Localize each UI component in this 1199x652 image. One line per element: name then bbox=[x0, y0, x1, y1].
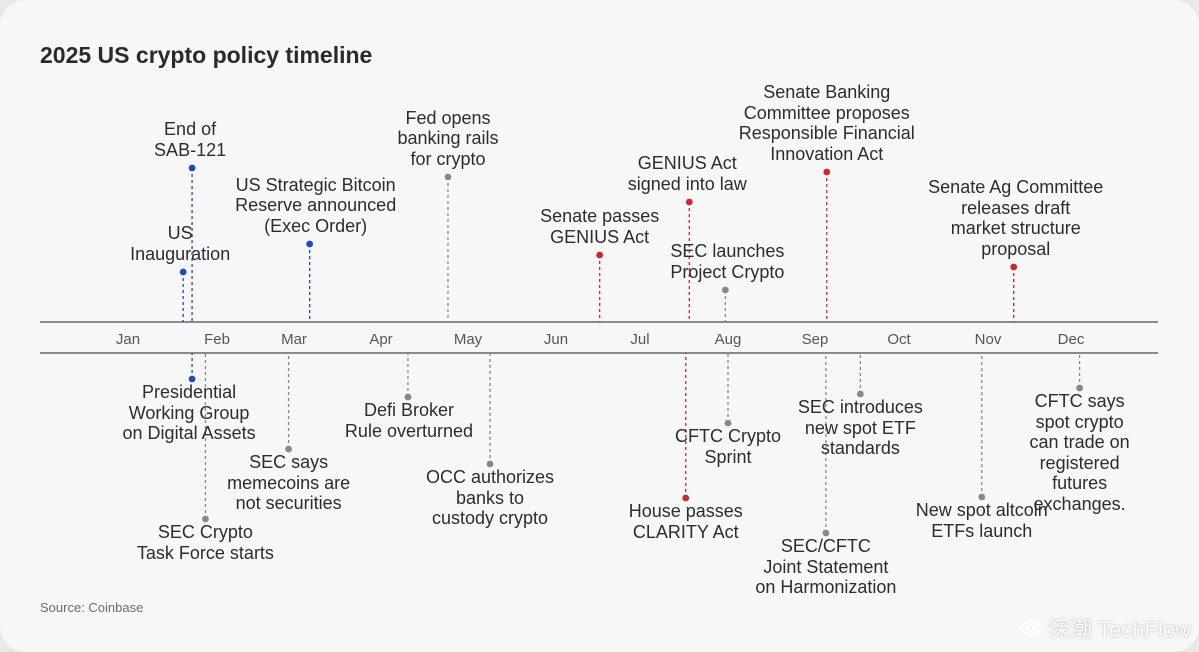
event-dot bbox=[179, 268, 187, 276]
event-label: Senate Ag Committee releases draft marke… bbox=[928, 177, 1104, 259]
event-label: SEC Crypto Task Force starts bbox=[136, 522, 274, 563]
event-dot bbox=[721, 286, 729, 294]
event-label: Presidential Working Group on Digital As… bbox=[122, 382, 256, 443]
watermark: 深潮 TechFlow bbox=[1018, 612, 1191, 644]
event-dot bbox=[188, 375, 196, 383]
month-label-oct: Oct bbox=[887, 331, 911, 348]
event-dot bbox=[822, 529, 830, 537]
event-dot bbox=[285, 445, 293, 453]
event-dot bbox=[1076, 384, 1083, 392]
event-label: Senate Banking Committee proposes Respon… bbox=[738, 82, 915, 164]
event-dot bbox=[486, 460, 494, 468]
event-label: CFTC says spot crypto can trade on regis… bbox=[1029, 391, 1130, 514]
event-label: GENIUS Act signed into law bbox=[627, 153, 747, 194]
month-label-may: May bbox=[453, 331, 483, 348]
event-dot bbox=[306, 240, 314, 248]
event-dot bbox=[202, 515, 209, 523]
event-dot bbox=[856, 390, 864, 398]
month-label-jun: Jun bbox=[543, 331, 569, 348]
event-dot bbox=[596, 251, 604, 259]
event-dot bbox=[404, 393, 412, 401]
month-label-jul: Jul bbox=[630, 331, 650, 348]
event-dot bbox=[188, 164, 196, 172]
event-dot bbox=[978, 493, 986, 501]
event-label: Senate passes GENIUS Act bbox=[540, 206, 660, 247]
event-label: OCC authorizes banks to custody crypto bbox=[425, 467, 555, 528]
event-label: SEC says memecoins are not securities bbox=[227, 452, 351, 513]
watermark-logo-icon bbox=[1018, 617, 1044, 639]
month-label-mar: Mar bbox=[281, 331, 307, 348]
event-label: New spot altcoin ETFs launch bbox=[915, 500, 1048, 541]
event-label: End of SAB-121 bbox=[154, 119, 227, 160]
event-label: US Strategic Bitcoin Reserve announced (… bbox=[235, 174, 397, 236]
event-dot bbox=[444, 173, 452, 181]
chart-title: 2025 US crypto policy timeline bbox=[40, 42, 373, 68]
event-dot bbox=[724, 419, 732, 427]
watermark-text: 深潮 TechFlow bbox=[1047, 617, 1191, 642]
month-label-apr: Apr bbox=[369, 331, 393, 348]
event-label: House passes CLARITY Act bbox=[628, 501, 743, 542]
month-label-dec: Dec bbox=[1057, 331, 1085, 348]
event-label: Fed opens banking rails for crypto bbox=[397, 107, 499, 169]
event-label: SEC introduces new spot ETF standards bbox=[797, 397, 923, 458]
event-stems bbox=[179, 164, 1083, 537]
event-label: SEC launches Project Crypto bbox=[670, 241, 785, 282]
source-note: Source: Coinbase bbox=[40, 600, 144, 615]
event-dot bbox=[682, 494, 690, 502]
month-label-jan: Jan bbox=[115, 331, 141, 348]
event-dot bbox=[823, 168, 831, 176]
event-label: Defi Broker Rule overturned bbox=[344, 400, 474, 441]
event-dot bbox=[685, 198, 693, 206]
event-dot bbox=[1010, 263, 1018, 271]
event-label: CFTC Crypto Sprint bbox=[674, 426, 782, 467]
event-label: SEC/CFTC Joint Statement on Harmonizatio… bbox=[755, 536, 897, 597]
month-label-nov: Nov bbox=[974, 331, 1002, 348]
month-label-aug: Aug bbox=[714, 331, 742, 348]
event-label: US Inauguration bbox=[130, 223, 231, 264]
month-label-sep: Sep bbox=[801, 331, 829, 348]
month-label-feb: Feb bbox=[204, 331, 230, 348]
